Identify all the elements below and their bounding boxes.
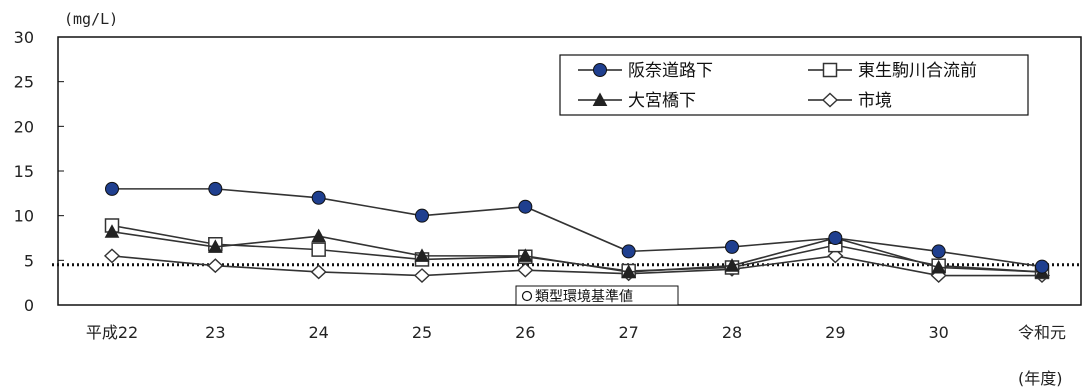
- legend-marker: [821, 92, 839, 108]
- legend-marker: [592, 92, 608, 106]
- data-point: [931, 244, 946, 259]
- x-tick-label: 24: [308, 323, 328, 342]
- y-tick-label: 5: [24, 251, 34, 270]
- y-tick-label: 10: [14, 207, 34, 226]
- data-point: [724, 258, 740, 272]
- data-point: [931, 259, 947, 274]
- series-line: [111, 230, 1043, 273]
- series-group: [105, 181, 1049, 274]
- axis-layer: 0 5 10 15 20 25 30 平成22 23 24 25 26 27 28 29 30 令和元: [14, 28, 1066, 342]
- x-tick-label: 26: [515, 323, 535, 342]
- legend-item: 市境: [808, 91, 892, 111]
- data-point: [208, 181, 223, 196]
- y-tick-label: 20: [14, 117, 34, 136]
- x-tick-label: 27: [618, 323, 638, 342]
- data-point: [103, 248, 121, 264]
- data-point: [414, 248, 430, 262]
- data-point: [207, 258, 224, 274]
- series-line: [111, 255, 1042, 277]
- data-point: [621, 264, 637, 278]
- data-point: [517, 262, 534, 278]
- data-point: [310, 264, 327, 280]
- legend-item: 東生駒川合流前: [808, 61, 977, 81]
- legend-marker: [593, 63, 607, 77]
- data-point: [828, 231, 843, 245]
- data-point: [518, 199, 533, 214]
- legend-label: 阪奈道路下: [628, 61, 713, 81]
- x-unit-label: (年度): [1018, 369, 1063, 388]
- legend-box: [559, 54, 1029, 116]
- legend-label: 東生駒川合流前: [858, 61, 977, 81]
- reference-label: 類型環境基準値: [535, 288, 633, 305]
- data-point: [413, 268, 431, 283]
- data-point: [311, 228, 327, 243]
- data-point: [207, 239, 223, 253]
- data-point: [311, 242, 326, 257]
- y-tick-label: 15: [14, 162, 34, 181]
- y-tick-label: 25: [14, 73, 34, 92]
- x-tick-label: 30: [928, 323, 948, 342]
- y-unit-label: (mg/L): [64, 10, 118, 28]
- legend-item: 阪奈道路下: [578, 61, 713, 81]
- data-point: [621, 244, 636, 259]
- reference-label-marker: [521, 290, 533, 302]
- data-point: [1035, 259, 1049, 274]
- data-point: [105, 181, 119, 196]
- y-tick-label: 0: [24, 296, 34, 315]
- y-tick-label: 30: [14, 28, 34, 47]
- legend-marker: [822, 62, 838, 78]
- x-tick-label: 令和元: [1018, 323, 1066, 342]
- data-point: [415, 208, 429, 223]
- data-point: [104, 224, 120, 238]
- data-point: [725, 239, 739, 254]
- x-tick-label: 28: [722, 323, 742, 342]
- reference-label-box: [515, 285, 679, 306]
- x-tick-label: 25: [412, 323, 432, 342]
- x-tick-label: 平成22: [86, 323, 138, 342]
- data-point: [311, 190, 326, 205]
- series-line: [112, 188, 1043, 268]
- legend-label: 市境: [858, 91, 892, 111]
- x-tick-label: 29: [825, 323, 845, 342]
- data-point: [827, 248, 844, 264]
- x-tick-label: 23: [205, 323, 225, 342]
- legend-label: 大宮橋下: [628, 91, 696, 111]
- data-point: [517, 248, 533, 262]
- series-layer: [103, 181, 1051, 283]
- legend-item: 大宮橋下: [578, 91, 696, 111]
